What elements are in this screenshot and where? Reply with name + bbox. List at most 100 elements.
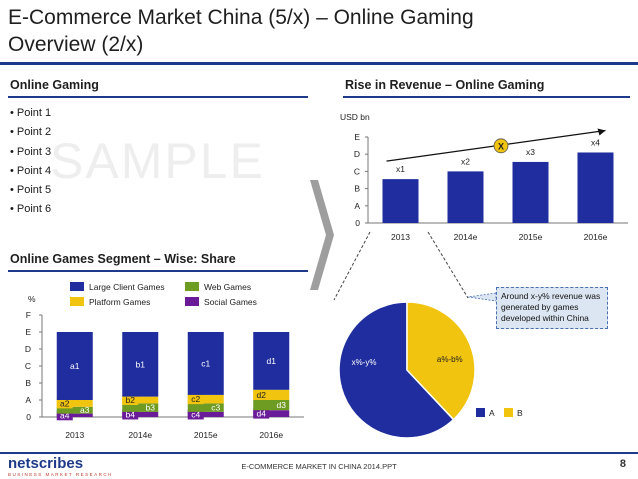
segment-bar [187, 411, 224, 417]
revenue-data-label: x4 [591, 137, 600, 147]
segment-data-label: a2 [60, 398, 70, 408]
revenue-data-label: x1 [396, 164, 405, 174]
segment-data-label: b3 [146, 403, 156, 413]
pie-legend-label: A [489, 408, 495, 418]
title-divider [0, 62, 638, 65]
segment-chart: Large Client Games Web Games Platform Game… [25, 282, 304, 440]
segment-data-label: a1 [70, 361, 80, 371]
segment-bar [56, 400, 93, 407]
revenue-ytick: C [354, 166, 360, 176]
legend-swatch [70, 282, 84, 291]
segment-data-label: a3 [80, 405, 90, 415]
point-item: Point 3 [10, 143, 51, 162]
segment-bar [56, 413, 93, 417]
revenue-xtick: 2016e [584, 232, 608, 242]
revenue-ytick: E [354, 132, 360, 142]
segment-bar [122, 403, 159, 412]
page-title: E-Commerce Market China (5/x) – Online G… [8, 4, 474, 58]
revenue-xtick: 2015e [519, 232, 543, 242]
segment-bar [187, 403, 224, 412]
segment-ytick: 0 [26, 412, 31, 422]
segment-data-label: c2 [191, 394, 200, 404]
legend-label: Social Games [204, 297, 257, 307]
legend-label: Web Games [204, 282, 251, 292]
online-gaming-heading: Online Gaming [10, 78, 99, 92]
trend-arrowhead-icon [597, 128, 606, 136]
segment-ytick: F [26, 310, 31, 320]
share-pie-chart: x%-y% a%-b% A B [338, 292, 523, 439]
segment-bar [122, 396, 159, 404]
segment-rule [8, 270, 308, 272]
pie-legend-swatch [476, 408, 485, 417]
revenue-ytick: A [354, 201, 360, 211]
segment-bar [187, 332, 224, 395]
footer-text: E-COMMERCE MARKET IN CHINA 2014.PPT [241, 462, 397, 471]
sample-watermark: SAMPLE [50, 133, 265, 189]
revenue-xtick: 2013 [391, 232, 410, 242]
logo-tagline: BUSINESS MARKET RESEARCH [8, 472, 113, 477]
segment-data-label: b2 [126, 395, 136, 405]
pie-callout: Around x-y% revenue was generated by gam… [496, 287, 608, 329]
title-line-1: E-Commerce Market China (5/x) – Online G… [8, 6, 474, 29]
revenue-heading: Rise in Revenue – Online Gaming [345, 78, 545, 92]
segment-data-label: c3 [211, 403, 220, 413]
segment-ytick: A [25, 395, 31, 405]
revenue-bar [447, 171, 484, 223]
legend-swatch [70, 297, 84, 306]
segment-data-label: d1 [267, 356, 277, 366]
revenue-data-label: x3 [526, 147, 535, 157]
segment-data-label: b1 [136, 359, 146, 369]
segment-label-bg [56, 410, 73, 421]
segment-bar [253, 400, 290, 411]
revenue-ytick: D [354, 149, 360, 159]
segment-data-label: d2 [257, 390, 267, 400]
segment-label-bg [122, 395, 139, 405]
segment-bar [253, 410, 290, 417]
segment-label-bg [56, 398, 73, 409]
revenue-rule [343, 96, 630, 98]
legend-label: Platform Games [89, 297, 150, 307]
segment-data-label: d4 [257, 409, 267, 419]
segment-bar [122, 332, 159, 397]
segment-ytick: C [25, 361, 31, 371]
revenue-ytick: B [354, 184, 360, 194]
segment-heading: Online Games Segment – Wise: Share [10, 252, 236, 266]
revenue-bar [512, 161, 549, 223]
segment-data-label: a4 [60, 410, 70, 420]
title-line-2: Overview (2/x) [8, 33, 144, 56]
segment-bar [187, 394, 224, 404]
segment-data-label: b4 [126, 409, 136, 419]
point-item: Point 1 [10, 104, 51, 123]
pie-slice-label: a%-b% [437, 355, 463, 364]
segment-ylabel: % [28, 294, 36, 304]
point-item: Point 4 [10, 162, 51, 181]
segment-xtick: 2016e [259, 430, 283, 440]
segment-xtick: 2014e [128, 430, 152, 440]
pie-legend-label: B [517, 408, 523, 418]
pie-slice-label: x%-y% [352, 358, 377, 367]
segment-ytick: E [25, 327, 31, 337]
point-list: Point 1 Point 2 Point 3 Point 4 Point 5 … [10, 104, 51, 220]
callout-pointer-icon [467, 292, 497, 302]
legend-label: Large Client Games [89, 282, 165, 292]
segment-bar [253, 389, 290, 400]
revenue-bar [382, 179, 419, 223]
segment-label-bg [187, 394, 204, 405]
segment-bar [122, 411, 159, 417]
legend-swatch [185, 282, 199, 291]
segment-data-label: c1 [201, 358, 210, 368]
revenue-xtick: 2014e [454, 232, 478, 242]
point-item: Point 5 [10, 181, 51, 200]
segment-label-bg [253, 408, 270, 419]
cagr-badge-label: X [498, 141, 504, 151]
pie-slice [406, 301, 476, 421]
revenue-data-label: x2 [461, 156, 470, 166]
revenue-ylabel: USD bn [340, 112, 370, 122]
cagr-badge [493, 138, 509, 154]
segment-ytick: B [25, 378, 31, 388]
revenue-ytick: 0 [355, 218, 360, 228]
segment-bar [253, 332, 290, 390]
flow-arrow-icon [310, 180, 334, 290]
online-gaming-rule [8, 96, 308, 98]
